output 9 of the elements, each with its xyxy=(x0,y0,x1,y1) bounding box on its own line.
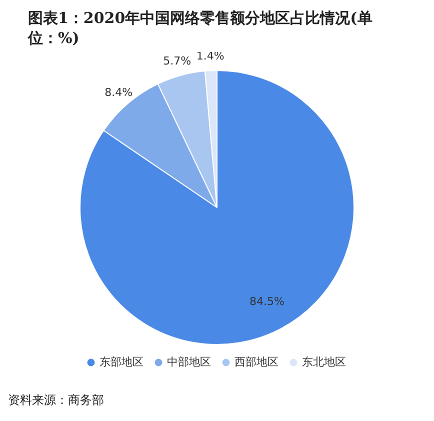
data-label: 84.5% xyxy=(250,294,284,308)
legend-label: 中部地区 xyxy=(167,355,211,368)
legend-label: 西部地区 xyxy=(234,355,278,368)
text: 资料来源：商务部 xyxy=(8,392,104,409)
data-label: 8.4% xyxy=(104,86,133,99)
data-label: 5.7% xyxy=(163,54,192,68)
legend-label: 东北地区 xyxy=(302,355,346,368)
legend-label: 东部地区 xyxy=(100,355,144,368)
chart-title: 图表1：2020年中国网络零售额分地区占比情况(单位：%) xyxy=(28,8,374,48)
